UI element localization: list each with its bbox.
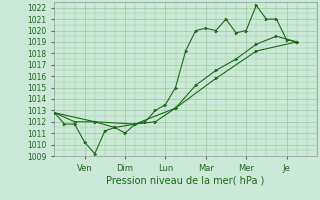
X-axis label: Pression niveau de la mer( hPa ): Pression niveau de la mer( hPa ): [107, 175, 265, 185]
